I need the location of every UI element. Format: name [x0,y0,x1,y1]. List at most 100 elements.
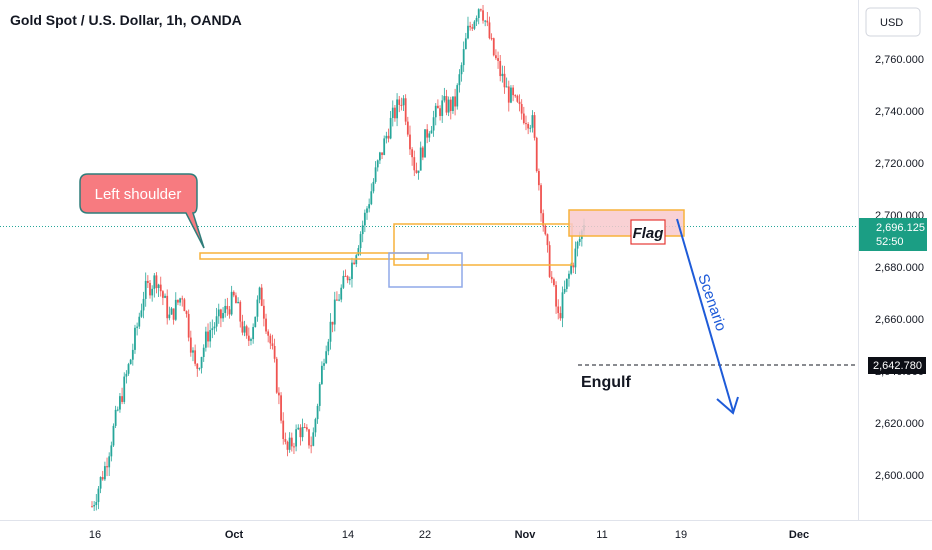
candle-body [187,313,190,338]
candle-body [482,10,484,21]
candle-body [432,117,435,131]
candle-body [245,326,248,336]
candle-body [119,396,121,410]
candle-body [226,305,229,310]
candle-body [578,238,581,242]
candle-body [346,276,349,281]
currency-button[interactable]: USD [865,7,921,37]
scenario-label: Scenario [694,272,729,334]
candle-body [327,341,330,352]
candle-body [278,392,280,396]
candle-body [359,234,362,249]
x-axis: 16 Oct 14 22 Nov 11 19 Dec [89,529,809,541]
candle-body [204,331,207,348]
candle-body [299,427,302,438]
candle-body [185,311,188,314]
candle-body [93,505,96,507]
candle-body [497,58,499,61]
candle-body [265,318,267,332]
candle-body [181,298,184,300]
candle-body [235,295,237,304]
candle-body [202,347,205,358]
candle-body [146,280,149,283]
candle-body [256,299,259,317]
candle-body [149,282,151,296]
scenario-arrow [676,218,739,415]
candle-body [295,429,298,447]
candle-body [477,9,480,18]
candle-body [570,265,573,274]
candle-body [318,384,321,406]
candle-body [531,115,534,128]
candle-body [172,308,175,320]
candle-body [159,284,162,292]
x-tick-label: 19 [675,529,687,541]
candle-body [467,25,469,39]
candle-body [353,262,356,265]
candle-body [155,275,158,288]
candle-body [391,107,394,118]
candle-body [189,337,192,353]
candle-body [458,74,461,86]
y-tick-label: 2,680.000 [875,262,924,274]
candle-body [129,359,132,365]
candle-body [312,432,315,446]
candle-body [527,124,530,129]
svg-text:USD: USD [880,17,903,29]
candle-body [389,117,392,139]
candle-body [348,278,351,281]
candle-body [316,405,319,420]
candle-body [486,20,489,23]
candle-body [174,299,177,320]
candle-body [200,357,203,369]
candle-body [320,365,323,385]
candle-body [394,107,396,119]
candle-body [428,133,431,138]
candle-body [282,420,285,440]
candle-body [344,275,347,277]
candle-body [110,445,113,457]
candle-body [522,113,525,124]
svg-text:52:50: 52:50 [876,236,904,248]
candle-body [340,287,343,300]
candle-body [366,208,368,213]
candle-body [106,466,108,468]
candle-body [518,101,521,105]
candle-body [323,363,325,366]
candle-body [101,477,104,480]
candle-body [370,191,373,205]
candle-body [402,98,405,106]
candle-body [108,456,111,468]
candle-body [525,123,527,125]
candle-body [421,147,424,158]
y-axis: 2,760.0002,740.0002,720.0002,700.0002,68… [875,54,924,482]
candle-body [469,25,472,28]
candle-body [95,502,98,506]
candle-body [138,316,141,327]
x-tick-label: Nov [515,529,537,541]
candle-body [325,351,328,364]
candle-body [456,85,459,107]
candle-body [342,275,345,288]
blue-box [388,252,463,288]
candle-body [501,73,504,77]
candle-body [314,419,317,433]
candle-body [544,225,547,235]
candle-body [153,275,156,289]
candle-body [336,299,338,301]
candle-body [529,127,532,129]
candle-body [209,330,212,342]
y-tick-label: 2,760.000 [875,54,924,66]
candle-body [239,301,242,322]
candle-body [462,49,465,66]
candle-body [123,376,126,402]
candle-body [400,104,403,106]
candle-body [546,234,549,246]
candle-body [374,167,377,182]
candle-body [454,96,456,107]
candle-body [290,437,293,447]
candle-body [385,135,388,139]
candle-body [170,308,173,315]
candle-body [241,321,244,333]
candle-body [305,427,308,430]
